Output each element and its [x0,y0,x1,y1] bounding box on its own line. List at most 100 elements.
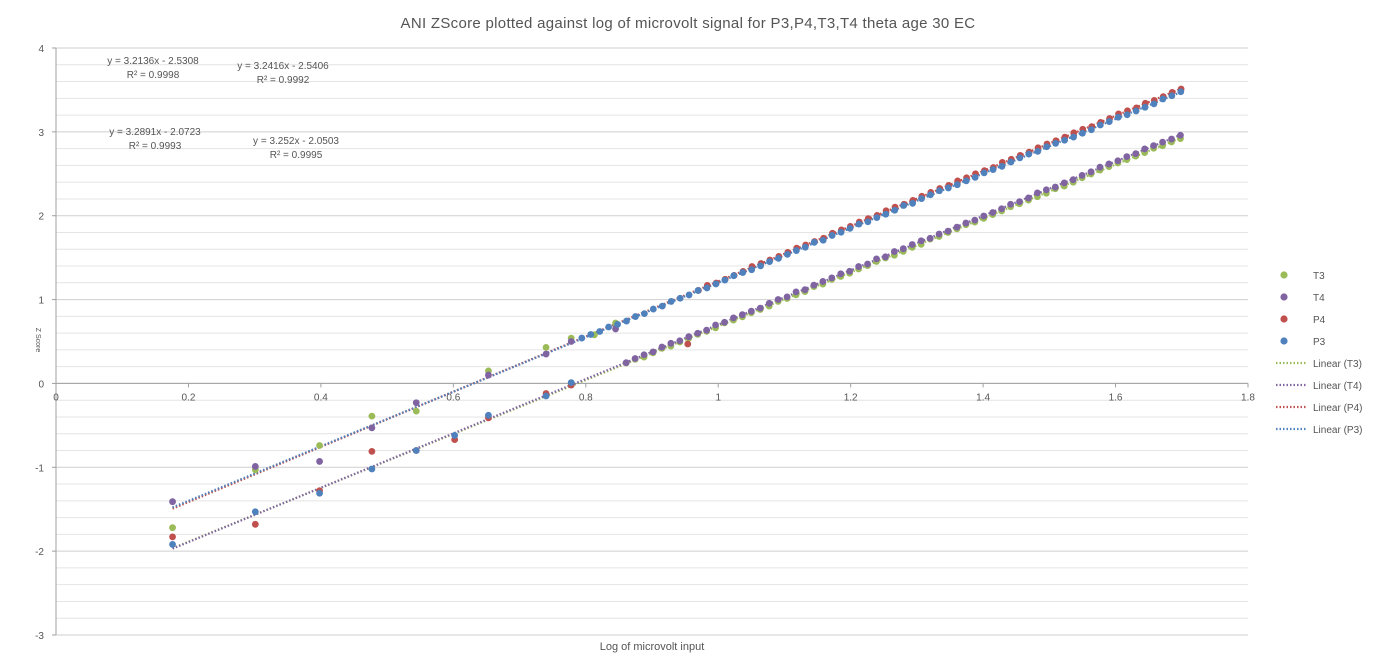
x-tick-label: 0 [53,392,59,403]
legend-label: T4 [1313,293,1325,304]
data-point [703,284,711,292]
data-point [1096,163,1104,171]
data-point [1141,103,1149,111]
data-point [412,399,420,407]
data-point [685,291,693,299]
data-point [765,299,773,307]
data-point [1060,179,1068,187]
data-point [649,348,657,356]
data-point [926,234,934,242]
data-point [676,294,684,302]
data-point [953,181,961,189]
data-point [721,318,728,326]
data-point [1105,118,1113,125]
data-point [756,304,764,312]
legend-label: Linear (T3) [1313,359,1362,370]
data-point [1042,186,1050,194]
data-point [908,241,916,248]
data-point [810,281,818,289]
data-point [1051,183,1059,191]
data-point [1078,171,1086,179]
data-point [899,245,907,253]
equation-p3-formula: y = 3.252x - 2.0503 [253,136,339,147]
legend-label: Linear (P4) [1313,403,1362,414]
data-point [846,267,854,275]
data-point [1150,142,1158,150]
data-point [1087,168,1095,176]
data-point [855,220,863,228]
data-point [1087,126,1095,134]
data-point [1168,92,1176,100]
data-point [1007,200,1014,208]
data-point [542,350,550,358]
data-point [1114,113,1122,121]
data-point [828,232,836,239]
data-point [1114,157,1122,165]
series-p3 [169,88,1185,548]
data-point [980,212,988,220]
legend-marker [1280,293,1288,301]
data-point [819,236,827,244]
data-point [846,224,854,232]
legend-marker [1280,337,1288,345]
x-tick-label: 0.8 [579,392,593,403]
data-point [882,253,889,261]
equation-p3: y = 3.252x - 2.0503 R² = 0.9995 [253,136,339,161]
chart-title: ANI ZScore plotted against log of microv… [401,15,976,32]
x-tick-label: 0.6 [446,392,460,403]
x-tick-label: 1 [715,392,721,403]
data-point [712,280,720,288]
data-point [1177,88,1185,96]
data-point [316,458,323,465]
legend-marker [1280,315,1288,323]
data-point [640,351,648,359]
data-point [1061,136,1068,144]
data-point [891,206,899,214]
data-point [658,302,666,310]
data-point [1007,158,1015,166]
legend-label: Linear (P3) [1313,425,1362,436]
equation-t4-r2: R² = 0.9992 [257,75,310,86]
legend-item-linear-t4: Linear (T4) [1276,381,1362,392]
data-point [649,305,657,313]
axes [52,47,1249,636]
data-point [169,541,176,548]
data-points [169,85,1185,548]
data-point [748,266,756,274]
data-point [1025,150,1033,158]
legend-item-t4: T4 [1280,293,1325,304]
data-point [485,411,492,419]
y-axis-label: Z Score [34,328,41,353]
data-point [451,432,459,439]
data-point [694,287,702,294]
data-point [631,355,639,362]
data-point [918,195,925,203]
data-point [864,218,872,226]
data-point [640,310,648,317]
legend-item-linear-p3: Linear (P3) [1276,425,1362,436]
data-point [944,227,952,235]
data-point [1043,143,1051,151]
data-point [1052,139,1060,147]
data-point [1096,121,1104,129]
data-point [316,442,323,449]
legend-item-p3: P3 [1280,337,1326,348]
data-point [730,272,738,280]
data-point [1069,176,1077,184]
data-point [738,311,746,319]
legend-label: P3 [1313,337,1326,348]
data-point [605,323,613,331]
data-point [766,258,773,266]
data-point [1034,189,1041,197]
data-point [775,254,782,262]
data-point [251,520,259,528]
data-point [801,286,809,294]
data-point [1141,145,1149,153]
tick-labels: 0 0.2 0.4 0.6 0.8 1 1.2 1.4 1.6 1.8 4 3 2 1 0 -1 -2 -3 [35,44,1255,642]
legend: T3 T4 P4 P3 Linear (T3) Linear (T4) Linear (P4… [1276,271,1362,436]
data-point [667,339,675,347]
data-point [578,334,586,342]
data-point [251,508,259,516]
data-point [989,209,997,216]
